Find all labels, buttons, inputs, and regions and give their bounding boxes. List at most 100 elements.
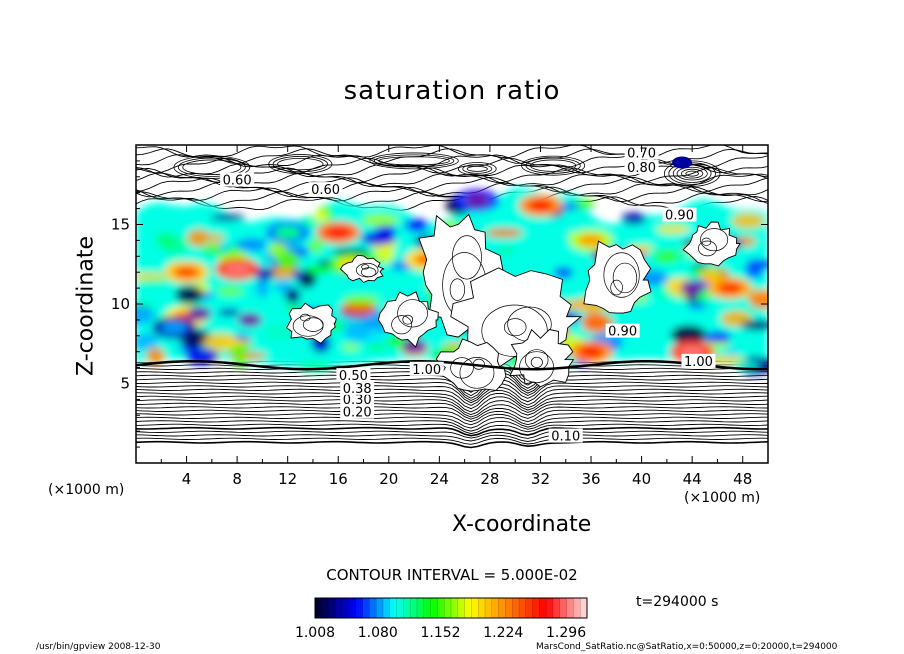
colorbar-segment [471,598,479,618]
contour-line [136,395,768,413]
colorbar-tick-label: 1.296 [546,625,586,641]
saturation-blob [748,291,768,310]
saturation-blob [276,250,300,269]
contour-label-bg [340,404,375,419]
colorbar-segment [383,598,391,618]
contour-line [136,406,768,420]
contour-label-bg [340,380,375,395]
contour-line [136,423,768,435]
contour-loop [685,170,699,177]
colorbar-segment [553,598,561,618]
colorbar-segment [505,598,513,618]
contour-line [136,426,768,437]
contour-line [136,416,768,429]
subsaturated-contour [519,351,554,383]
saturation-blob [274,276,292,294]
saturation-blob [404,218,429,233]
x-tick-label: 4 [182,470,192,488]
contour-line [136,402,768,418]
contour-line [136,145,768,159]
colorbar-tick-label: 1.080 [358,625,398,641]
saturation-blob [175,286,204,304]
saturation-blob [218,308,240,317]
subsaturated-contour [698,240,717,257]
saturation-blob [343,295,380,305]
saturation-blob [581,312,607,333]
y-axis-label: Z-coordinate [73,236,99,376]
x-tick-label: 8 [232,470,242,488]
contour-loop [462,163,493,174]
saturation-blob [366,344,386,351]
x-tick-label: 44 [683,470,702,488]
contour-line [136,430,768,439]
subsaturated-contour [449,278,466,301]
contour-label: 1.00 [412,363,441,378]
x-tick-label: 36 [581,470,600,488]
colorbar-segment [396,598,404,618]
time-label: t=294000 s [636,594,719,610]
saturation-blob [361,231,396,246]
contour-label: 0.60 [223,174,252,189]
y-tick-label: 15 [111,216,130,234]
saturation-blob [313,211,328,222]
subsaturated-contour [450,357,474,379]
x-axis-label: X-coordinate [452,512,592,537]
contour-loop [272,156,328,173]
colorbar-segment [403,598,411,618]
contour-loop [525,157,581,174]
saturation-blob [291,271,305,281]
subsaturated-contour [481,304,548,357]
x-tick-label: 24 [430,470,449,488]
contour-line [136,388,768,406]
saturation-blob [221,339,253,346]
colorbar-segment [464,598,472,618]
contour-loop [277,157,324,171]
low-saturation-patch [237,312,262,327]
subsaturated-contour [402,314,414,325]
contour-label-bg [308,182,343,197]
contour-loop [268,154,333,175]
cloud-base-line [136,359,768,371]
colorbar-segment [430,598,438,618]
saturation-region-core [578,234,605,247]
colorbar-segment [566,598,574,618]
colorbar: 1.008 1.080 1.152 1.224 1.296 [295,597,588,641]
colorbar-segment [417,598,425,618]
subsaturated-contour [603,252,640,298]
saturation-blob [740,320,768,331]
saturation-blob [656,224,691,234]
contour-label: 0.20 [343,406,372,421]
contour-loop [369,152,459,170]
contour-label-bg [662,207,697,222]
saturation-blob [342,343,360,351]
saturation-blob [700,268,720,283]
footer-command: /usr/bin/gpview 2008-12-30 [36,642,161,652]
saturation-blob [210,213,246,221]
x-unit-left: (×1000 m) [48,482,125,498]
saturation-blob [344,323,371,342]
saturation-blob [284,288,301,304]
x-tick-label: 48 [733,470,752,488]
colorbar-tick-label: 1.224 [483,625,523,641]
saturation-blob [485,228,523,238]
subsaturated-contour [452,235,482,280]
saturation-blob [724,347,740,356]
contour-loop [466,165,488,172]
contour-label-bg [624,145,659,160]
contour-line [136,381,768,402]
contour-line [136,399,768,416]
contour-loop [668,162,716,185]
contour-line [136,434,768,442]
x-tick-label: 16 [329,470,348,488]
colorbar-segment [512,598,520,618]
contour-line [136,186,768,203]
colorbar-tick-label: 1.152 [420,625,460,641]
colorbar-segment [573,598,581,618]
contour-label-bg [340,391,375,406]
saturation-blob [670,324,707,345]
colorbar-segment [532,598,540,618]
saturation-region-core [527,199,554,212]
contour-label: 0.10 [551,430,580,445]
colorbar-segment [498,598,506,618]
contour-loop [182,159,242,175]
